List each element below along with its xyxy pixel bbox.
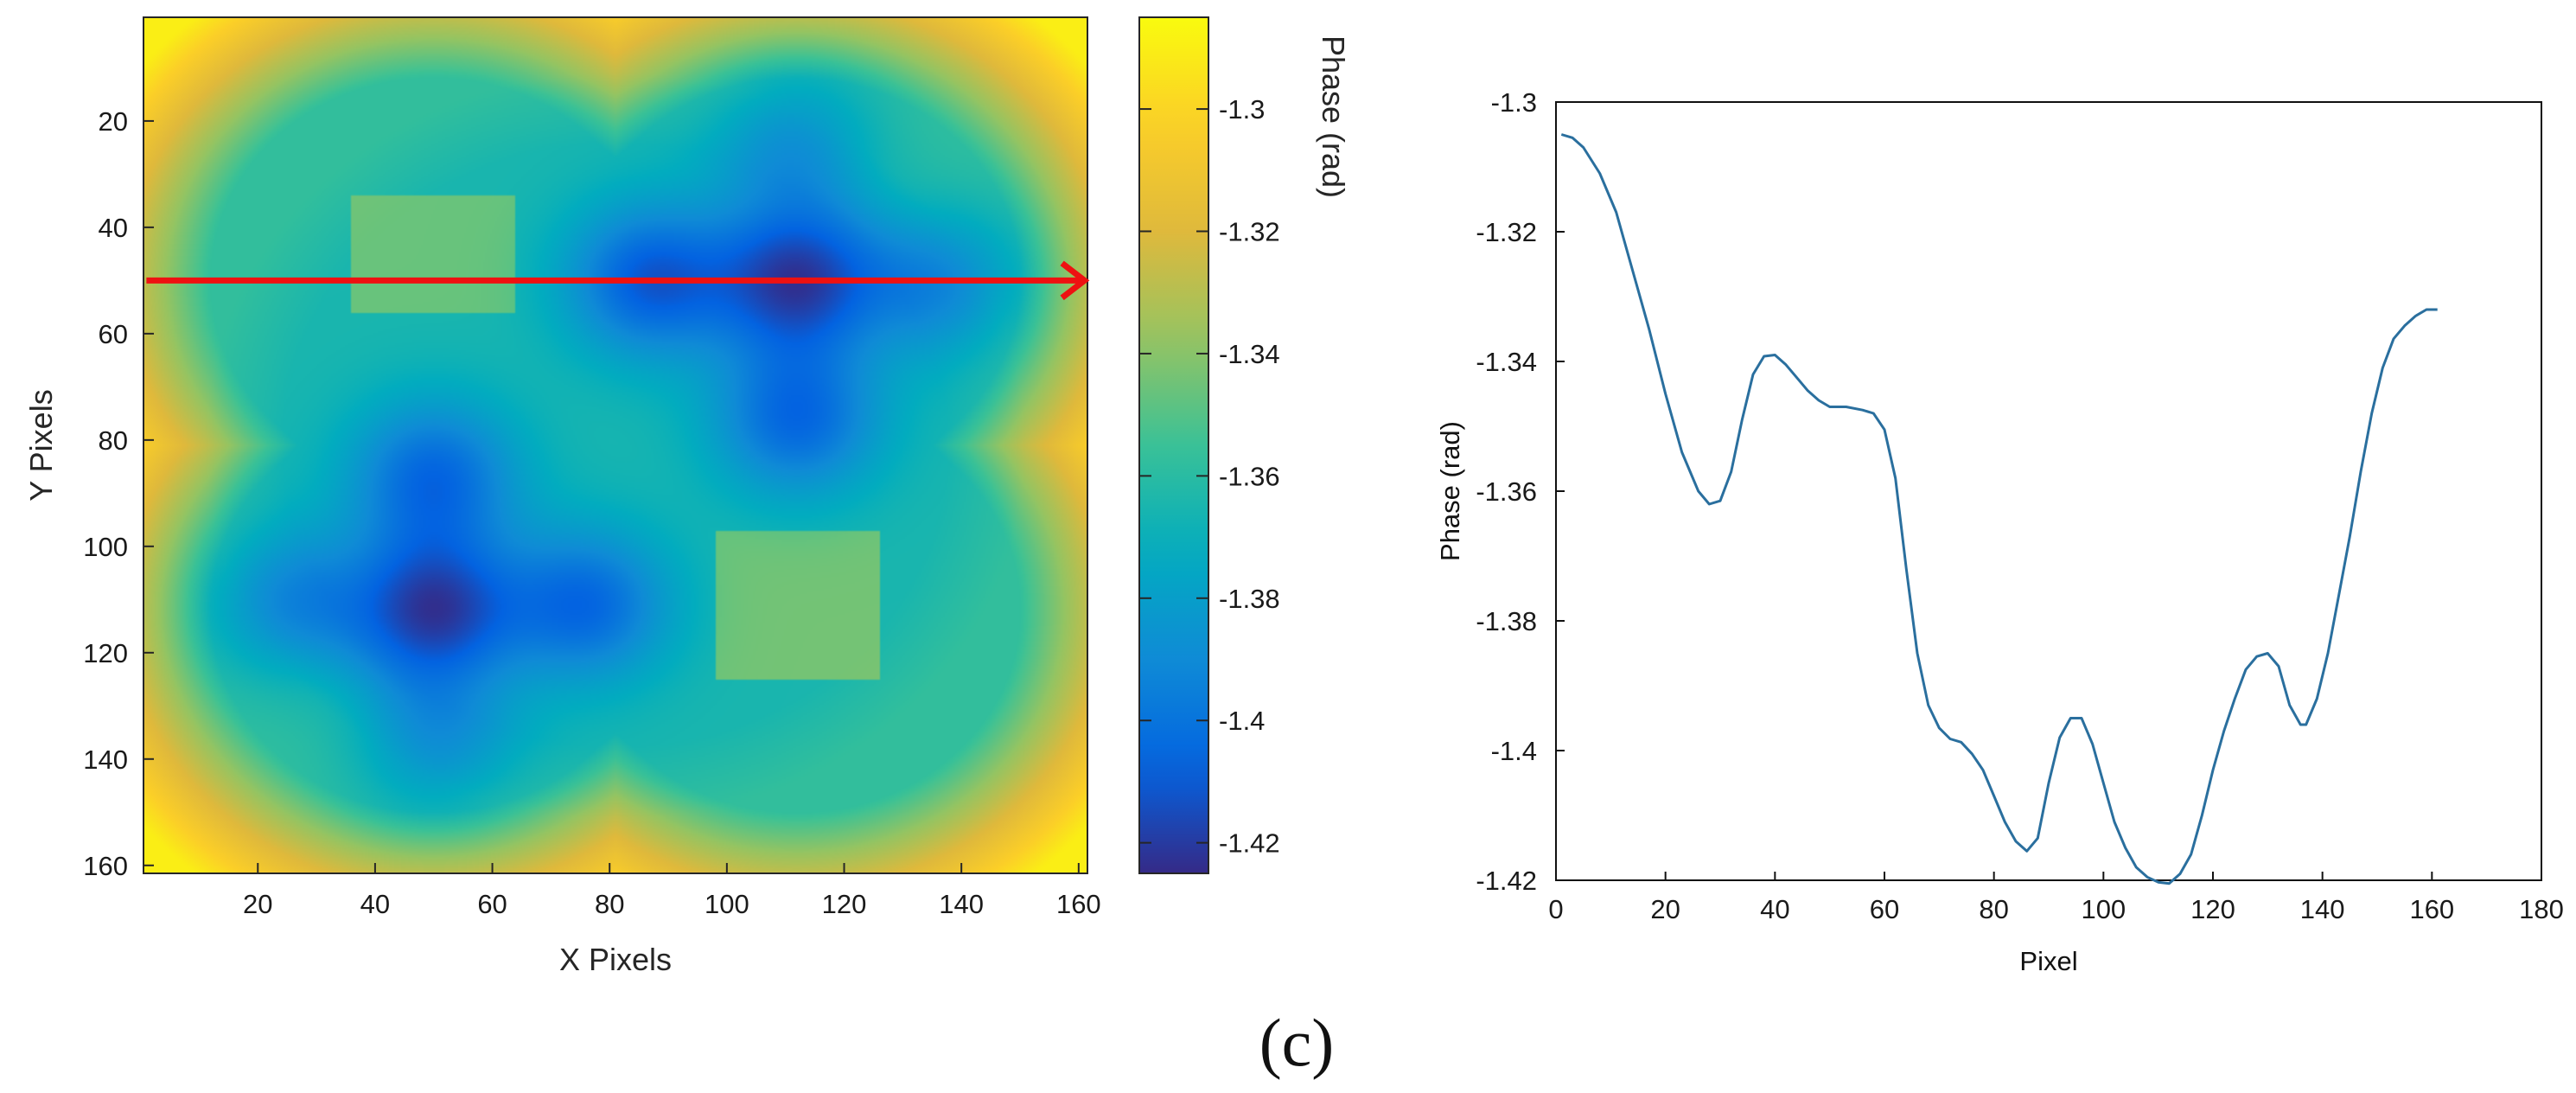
heatmap-x-label: X Pixels — [559, 942, 672, 977]
heatmap-x-tick-label: 160 — [1056, 889, 1101, 919]
line-x-tick-label: 80 — [1979, 894, 2008, 924]
line-x-tick-label: 60 — [1870, 894, 1899, 924]
line-y-tick-label: -1.42 — [1476, 866, 1537, 896]
phase-profile-line — [1560, 133, 2438, 885]
line-y-tick-label: -1.38 — [1476, 606, 1537, 636]
heatmap-x-tick-label: 100 — [705, 889, 749, 919]
line-chart: 0 20 40 60 80 100 120 140 160 180 -1.3-1.32-1.34-… — [1435, 87, 2564, 976]
heatmap-y-tick-label: 160 — [83, 851, 128, 881]
colorbar-tick-label: -1.38 — [1219, 584, 1280, 614]
colorbar-frame — [1138, 16, 1209, 874]
heatmap-x-tick-label: 80 — [595, 889, 624, 919]
heatmap-y-ticks: 20 40 60 80 100 120 140 160 — [83, 106, 154, 881]
line-x-tick-label: 180 — [2519, 894, 2564, 924]
line-y-ticks: -1.3 -1.32 -1.34 -1.36 -1.38 -1.4 -1.42 — [1476, 87, 1565, 896]
colorbar-tick-label: -1.36 — [1219, 461, 1280, 491]
line-y-tick-label: -1.3 — [1491, 87, 1537, 118]
heatmap-y-label: Y Pixels — [23, 389, 59, 501]
line-plot-frame — [1555, 101, 2542, 881]
line-y-label: Phase (rad) — [1435, 421, 1465, 561]
line-x-ticks: 0 20 40 60 80 100 120 140 160 180 — [1548, 872, 2564, 924]
heatmap-image — [143, 17, 1087, 873]
line-y-tick-label: -1.4 — [1491, 736, 1537, 766]
heatmap-x-tick-label: 140 — [939, 889, 984, 919]
colorbar: -1.3 -1.32 -1.34 -1.36 -1.38 -1.4 -1.42 Phase … — [1138, 16, 1351, 874]
line-x-tick-label: 120 — [2190, 894, 2235, 924]
colorbar-tick-label: -1.3 — [1219, 94, 1265, 125]
heatmap-x-tick-label: 60 — [477, 889, 507, 919]
colorbar-gradient — [1139, 17, 1208, 873]
heatmap-x-tick-label: 120 — [822, 889, 867, 919]
heatmap-y-tick-label: 40 — [99, 213, 128, 243]
line-x-tick-label: 140 — [2300, 894, 2345, 924]
profile-arrow — [146, 260, 1090, 301]
line-y-tick-label: -1.32 — [1476, 217, 1537, 247]
line-x-label: Pixel — [2019, 946, 2077, 976]
profile-arrow-head — [1060, 260, 1090, 301]
line-x-tick-label: 40 — [1760, 894, 1789, 924]
line-x-tick-label: 0 — [1548, 894, 1563, 924]
heatmap-x-ticks: 20 40 60 80 100 120 140 160 — [243, 863, 1101, 919]
colorbar-tick-label: -1.4 — [1219, 706, 1265, 736]
heatmap-y-tick-label: 20 — [99, 106, 128, 137]
colorbar-ticks: -1.3 -1.32 -1.34 -1.36 -1.38 -1.4 -1.42 — [1139, 94, 1280, 859]
heatmap-y-tick-label: 140 — [83, 745, 128, 775]
colorbar-tick-label: -1.34 — [1219, 339, 1280, 369]
heatmap-x-tick-label: 20 — [243, 889, 272, 919]
line-y-tick-label: -1.36 — [1476, 476, 1537, 507]
heatmap-chart: 20 40 60 80 100 120 140 160 20 40 60 80 100 120 140 16… — [23, 16, 1101, 977]
line-y-tick-label: -1.34 — [1476, 347, 1537, 377]
heatmap-x-tick-label: 40 — [360, 889, 390, 919]
figure-caption: (c) — [1259, 1005, 1335, 1080]
heatmap-y-tick-label: 120 — [83, 638, 128, 668]
line-x-tick-label: 100 — [2081, 894, 2126, 924]
colorbar-tick-label: -1.42 — [1219, 828, 1280, 859]
colorbar-label: Phase (rad) — [1316, 35, 1351, 198]
heatmap-y-tick-label: 60 — [99, 319, 128, 349]
heatmap-plot-frame — [143, 16, 1088, 874]
line-x-tick-label: 160 — [2409, 894, 2454, 924]
colorbar-tick-label: -1.32 — [1219, 217, 1280, 247]
line-x-tick-label: 20 — [1650, 894, 1680, 924]
heatmap-y-tick-label: 100 — [83, 532, 128, 562]
heatmap-y-tick-label: 80 — [99, 425, 128, 456]
